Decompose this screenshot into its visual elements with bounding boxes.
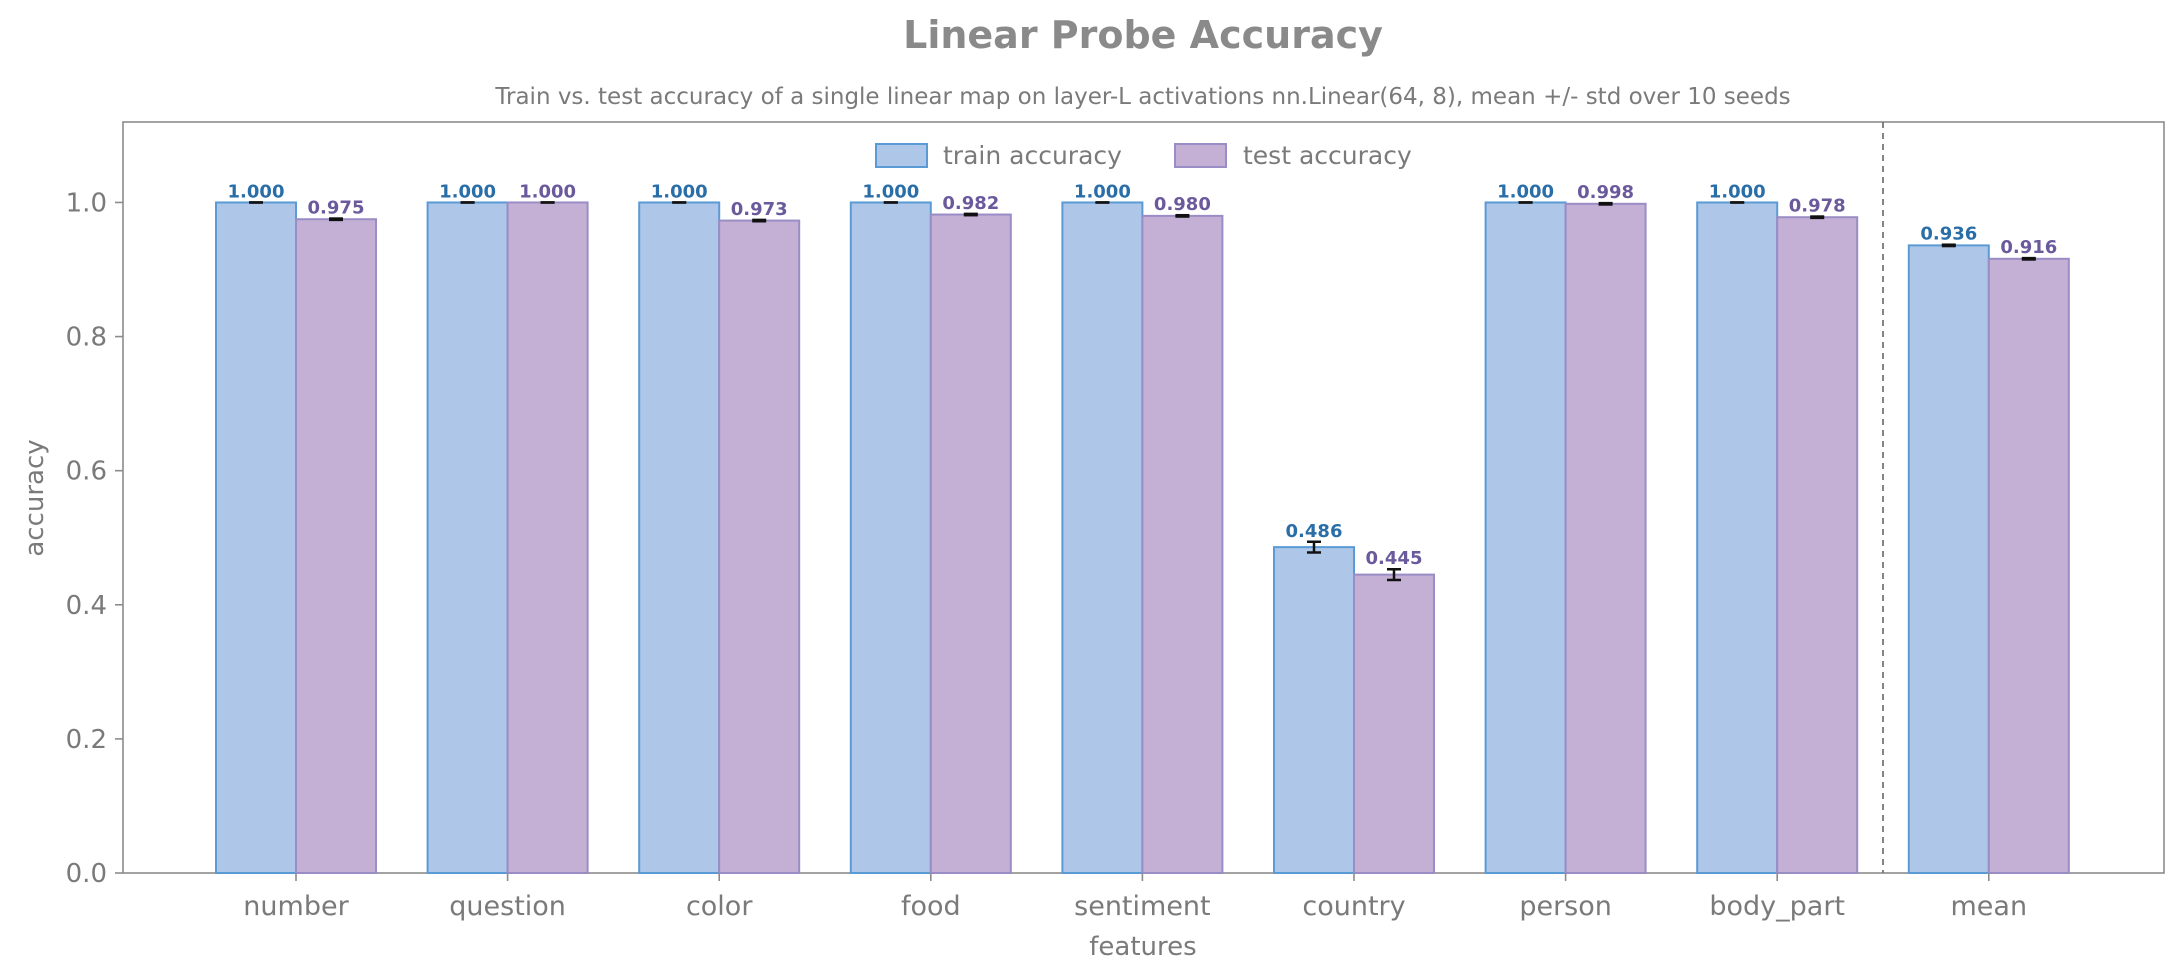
bar-test-sentiment (1141, 214, 1224, 874)
x-axis: number question color food sentiment country p… (243, 873, 2027, 922)
value-label-test-color: 0.973 (731, 199, 788, 220)
legend-swatch-test (1174, 143, 1227, 168)
value-label-train-person: 1.000 (1497, 181, 1554, 202)
y-axis-label: accuracy (20, 439, 50, 556)
x-axis-label: features (1089, 932, 1196, 962)
legend-label-test: test accuracy (1243, 141, 1412, 170)
value-label-test-body_part: 0.978 (1789, 196, 1846, 217)
y-tick-label: 0.2 (66, 725, 107, 755)
x-tick-label-food: food (901, 891, 961, 922)
value-label-test-number: 0.975 (308, 198, 365, 219)
value-label-test-question: 1.000 (519, 181, 576, 202)
bar-train-sentiment (1061, 201, 1144, 874)
bar-test-person (1564, 202, 1647, 874)
bar-train-color (638, 201, 721, 874)
chart-subtitle: Train vs. test accuracy of a single line… (494, 84, 1790, 110)
bar-test-question (506, 201, 589, 874)
bar-test-country (1353, 573, 1435, 875)
bars-layer (215, 122, 2070, 875)
legend-swatch-train (875, 143, 928, 168)
value-label-test-mean: 0.916 (2000, 237, 2057, 258)
bar-train-mean (1907, 244, 1990, 874)
y-tick-label: 1.0 (66, 188, 107, 218)
bar-train-country (1273, 546, 1355, 874)
bar-test-mean (1987, 257, 2070, 874)
chart-title: Linear Probe Accuracy (903, 13, 1383, 57)
value-label-train-color: 1.000 (651, 181, 708, 202)
legend: train accuracy test accuracy (875, 141, 1412, 170)
bar-test-number (295, 218, 377, 875)
x-tick-label-question: question (449, 891, 566, 922)
y-tick-label: 0.0 (66, 859, 107, 889)
x-tick-label-mean: mean (1951, 891, 2028, 922)
value-label-train-body_part: 1.000 (1709, 181, 1766, 202)
bar-test-color (718, 219, 801, 875)
x-tick-label-country: country (1302, 891, 1405, 922)
value-label-train-sentiment: 1.000 (1074, 181, 1131, 202)
bar-train-food (849, 201, 932, 874)
x-tick-label-number: number (243, 891, 349, 922)
bar-test-body_part (1776, 216, 1859, 874)
value-label-test-food: 0.982 (942, 193, 999, 214)
bar-train-body_part (1696, 201, 1779, 874)
x-tick-label-body_part: body_part (1709, 891, 1845, 922)
x-tick-label-color: color (686, 891, 753, 922)
value-label-test-person: 0.998 (1577, 182, 1634, 203)
legend-label-train: train accuracy (943, 141, 1122, 170)
value-label-train-food: 1.000 (862, 181, 919, 202)
x-tick-label-sentiment: sentiment (1074, 891, 1211, 922)
bar-train-question (426, 201, 509, 874)
value-label-train-question: 1.000 (439, 181, 496, 202)
y-tick-label: 0.6 (66, 457, 107, 487)
data-labels-layer: 1.000 0.975 1.000 1.000 1.000 0.973 1.000 0.982… (228, 181, 2058, 569)
bar-train-number (215, 201, 297, 874)
x-tick-label-person: person (1519, 891, 1612, 922)
bar-train-person (1484, 201, 1567, 874)
value-label-train-number: 1.000 (228, 181, 285, 202)
value-label-test-sentiment: 0.980 (1154, 194, 1211, 215)
y-tick-label: 0.8 (66, 323, 107, 353)
bar-test-food (929, 213, 1012, 874)
y-tick-label: 0.4 (66, 591, 107, 621)
y-axis: 0.0 0.2 0.4 0.6 0.8 1.0 (66, 188, 123, 889)
value-label-train-mean: 0.936 (1920, 224, 1977, 245)
value-label-train-country: 0.486 (1286, 521, 1343, 542)
value-label-test-country: 0.445 (1366, 548, 1423, 569)
